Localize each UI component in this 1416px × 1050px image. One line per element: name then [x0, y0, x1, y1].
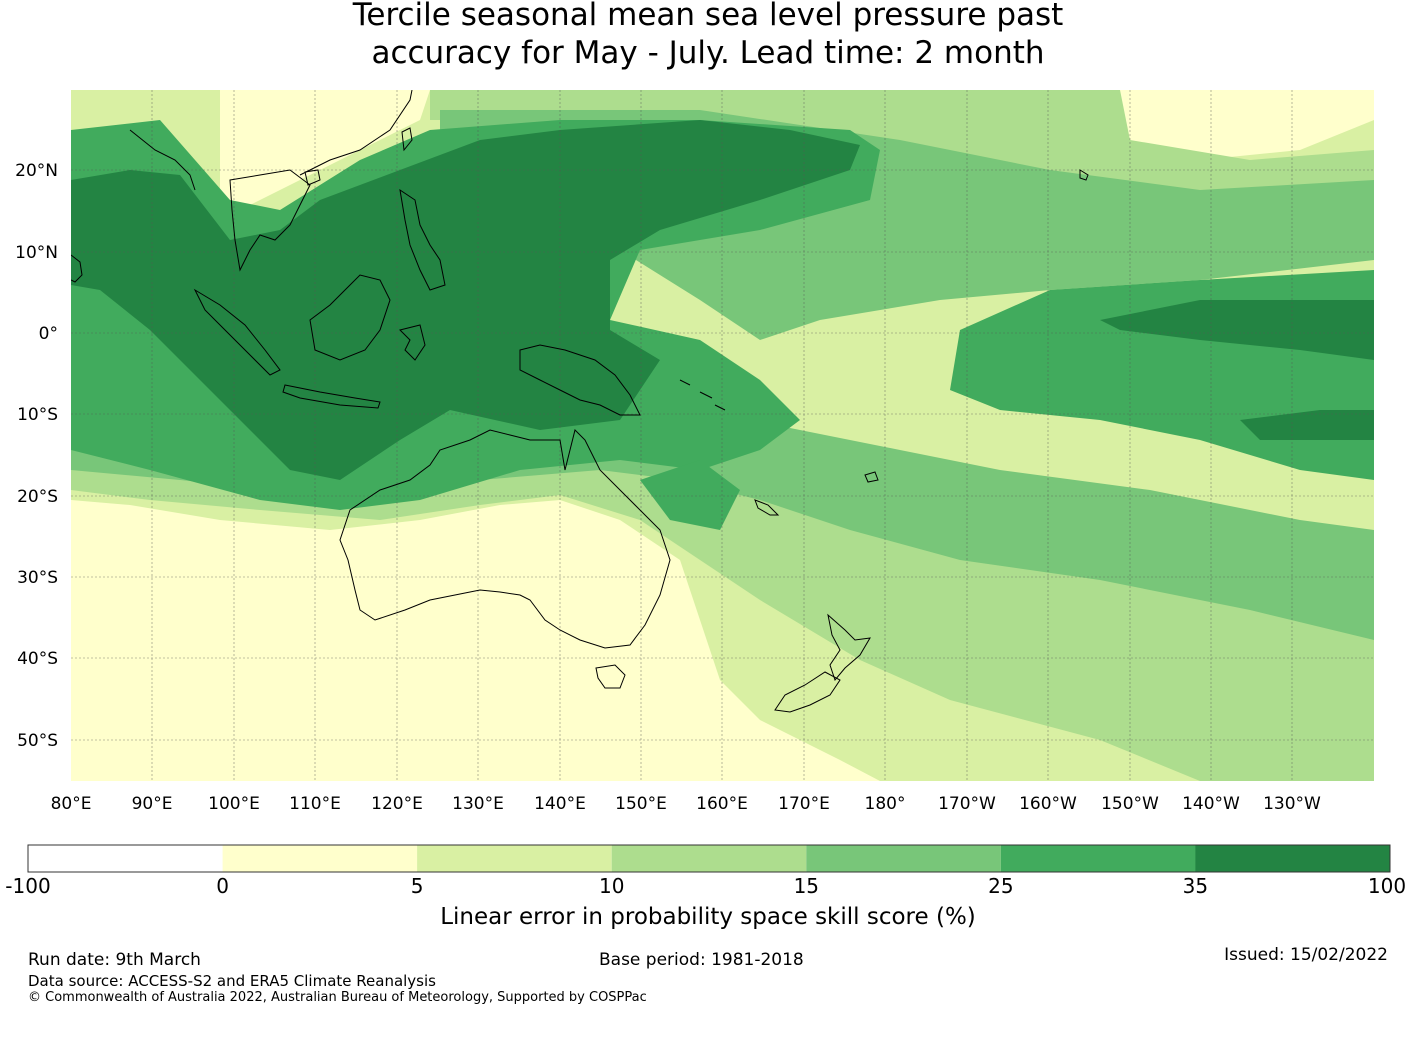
- indochina-coastline: [229, 169, 311, 272]
- colorbar-segment-2: [417, 845, 612, 872]
- lon-tick-80e: 80°E: [51, 794, 92, 814]
- field-band-35-100-east: [1100, 300, 1374, 360]
- new-zealand-south-coastline: [774, 671, 841, 713]
- lat-tick-40s: 40°S: [17, 649, 58, 669]
- colorbar-tick-labels: -100 0 5 10 15 25 35 100: [5, 874, 1406, 898]
- map-title: Tercile seasonal mean sea level pressure…: [0, 0, 1416, 72]
- colorbar-segment-5: [1000, 845, 1196, 872]
- lat-tick-20n: 20°N: [15, 161, 58, 181]
- new-guinea-coastline: [519, 344, 641, 416]
- colorbar-tick-15: 15: [794, 874, 819, 898]
- lon-tick-140e: 140°E: [534, 794, 586, 814]
- sulawesi-coastline: [399, 324, 426, 361]
- data-source: Data source: ACCESS-S2 and ERA5 Climate …: [28, 972, 436, 990]
- lon-tick-130w: 130°W: [1263, 794, 1321, 814]
- lat-tick-30s: 30°S: [17, 568, 58, 588]
- lon-tick-140w: 140°W: [1182, 794, 1240, 814]
- field-band-25-35-patch: [640, 460, 740, 530]
- coastlines: [71, 90, 1089, 713]
- china-coastline: [299, 90, 413, 176]
- tasmania-coastline: [595, 664, 626, 689]
- colorbar-segment-3: [611, 845, 807, 872]
- new-zealand-north-coastline: [827, 613, 871, 682]
- new-caledonia-coastline: [754, 499, 780, 516]
- skill-score-field: [71, 90, 1374, 781]
- lat-tick-50s: 50°S: [17, 731, 58, 751]
- copyright: © Commonwealth of Australia 2022, Austra…: [28, 990, 647, 1005]
- colorbar-segment-6: [1195, 845, 1390, 872]
- lon-tick-130e: 130°E: [452, 794, 504, 814]
- base-period: Base period: 1981-2018: [599, 950, 804, 970]
- field-band-35-100: [71, 120, 860, 480]
- colorbar-segment-1: [222, 845, 418, 872]
- java-coastline: [282, 384, 381, 409]
- lon-tick-labels: 80°E 90°E 100°E 110°E 120°E 130°E 140°E …: [51, 794, 1322, 814]
- sri-lanka-coastline: [71, 254, 83, 283]
- colorbar-tick-100: 100: [1368, 874, 1406, 898]
- lat-tick-10n: 10°N: [15, 243, 58, 263]
- lon-tick-100e: 100°E: [208, 794, 260, 814]
- field-low-skill-south: [71, 500, 880, 781]
- title-line-1: Tercile seasonal mean sea level pressure…: [352, 0, 1064, 33]
- lon-tick-90e: 90°E: [132, 794, 173, 814]
- colorbar-segment-4: [806, 845, 1001, 872]
- lon-tick-150e: 150°E: [615, 794, 667, 814]
- solomon-islands-coastline: [679, 379, 726, 411]
- lon-tick-180: 180°: [865, 794, 906, 814]
- colorbar-outline: [27, 844, 1391, 873]
- lon-tick-120e: 120°E: [371, 794, 423, 814]
- field-low-skill-east: [1120, 90, 1374, 160]
- field-low-skill-north: [220, 90, 430, 210]
- borneo-coastline: [309, 274, 391, 361]
- taiwan-coastline: [401, 127, 413, 152]
- lon-tick-110e: 110°E: [289, 794, 341, 814]
- run-date: Run date: 9th March: [28, 950, 201, 970]
- hawaii-coastline: [1079, 169, 1089, 181]
- colorbar-tick-35: 35: [1183, 874, 1208, 898]
- colorbar: [27, 844, 1391, 873]
- australia-coastline: [339, 429, 671, 649]
- lon-tick-170w: 170°W: [938, 794, 996, 814]
- hainan-coastline: [304, 169, 321, 186]
- india-coastline: [129, 129, 196, 191]
- colorbar-caption: Linear error in probability space skill …: [440, 904, 976, 930]
- colorbar-segment-0: [28, 845, 223, 872]
- colorbar-tick-10: 10: [599, 874, 624, 898]
- colorbar-tick-0: 0: [216, 874, 229, 898]
- lat-tick-labels: 20°N 10°N 0° 10°S 20°S 30°S 40°S 50°S: [15, 161, 58, 751]
- lat-tick-0: 0°: [39, 324, 58, 344]
- lon-tick-160e: 160°E: [696, 794, 748, 814]
- sumatra-coastline: [193, 288, 281, 376]
- colorbar-tick-25: 25: [988, 874, 1013, 898]
- lat-tick-10s: 10°S: [17, 405, 58, 425]
- title-line-2: accuracy for May - July. Lead time: 2 mo…: [371, 35, 1045, 71]
- lon-tick-170e: 170°E: [778, 794, 830, 814]
- lon-tick-160w: 160°W: [1019, 794, 1077, 814]
- issued-date: Issued: 15/02/2022: [1224, 945, 1388, 965]
- lon-tick-150w: 150°W: [1101, 794, 1159, 814]
- field-band-35-100-east-2: [1240, 410, 1374, 440]
- philippines-coastline: [399, 188, 446, 291]
- colorbar-tick-5: 5: [411, 874, 424, 898]
- lat-tick-20s: 20°S: [17, 487, 58, 507]
- colorbar-tick-neg100: -100: [5, 874, 50, 898]
- fiji-coastline: [864, 471, 879, 483]
